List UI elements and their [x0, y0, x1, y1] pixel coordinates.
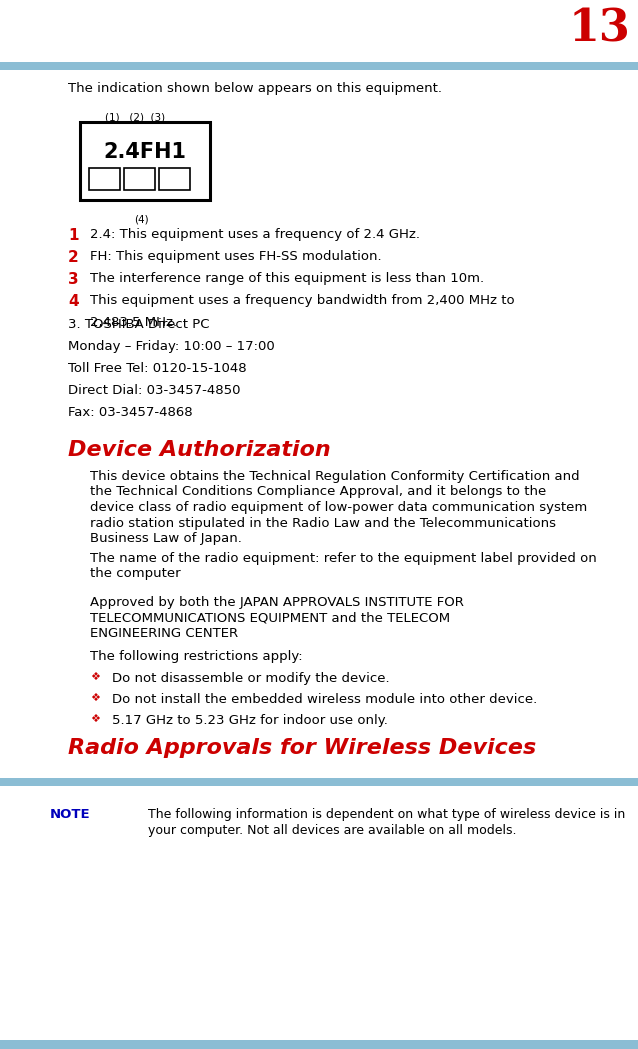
Text: the Technical Conditions Compliance Approval, and it belongs to the: the Technical Conditions Compliance Appr…: [90, 486, 546, 498]
Text: Business Law of Japan.: Business Law of Japan.: [90, 532, 242, 545]
Text: 2,483.5 MHz.: 2,483.5 MHz.: [90, 316, 177, 329]
Text: The name of the radio equipment: refer to the equipment label provided on: The name of the radio equipment: refer t…: [90, 552, 597, 565]
Text: 3. TOSHIBA Direct PC: 3. TOSHIBA Direct PC: [68, 318, 209, 331]
Text: radio station stipulated in the Radio Law and the Telecommunications: radio station stipulated in the Radio La…: [90, 516, 556, 530]
Bar: [0, 1040, 638, 1049]
Bar: [80, 122, 210, 200]
Text: ❖: ❖: [90, 672, 100, 682]
Text: TELECOMMUNICATIONS EQUIPMENT and the TELECOM: TELECOMMUNICATIONS EQUIPMENT and the TEL…: [90, 612, 450, 624]
Bar: [124, 168, 155, 190]
Text: This device obtains the Technical Regulation Conformity Certification and: This device obtains the Technical Regula…: [90, 470, 580, 483]
Text: NOTE: NOTE: [50, 808, 91, 821]
Text: The indication shown below appears on this equipment.: The indication shown below appears on th…: [68, 82, 442, 95]
Text: Do not disassemble or modify the device.: Do not disassemble or modify the device.: [112, 672, 390, 685]
Text: the computer: the computer: [90, 568, 181, 580]
Text: 13: 13: [568, 8, 630, 51]
Text: Do not install the embedded wireless module into other device.: Do not install the embedded wireless mod…: [112, 693, 537, 706]
Text: Approved by both the JAPAN APPROVALS INSTITUTE FOR: Approved by both the JAPAN APPROVALS INS…: [90, 596, 464, 609]
Text: ❖: ❖: [90, 714, 100, 724]
Text: 4: 4: [68, 294, 78, 309]
Text: 2.4FH1: 2.4FH1: [103, 142, 186, 162]
Text: Direct Dial: 03-3457-4850: Direct Dial: 03-3457-4850: [68, 384, 241, 397]
Text: This equipment uses a frequency bandwidth from 2,400 MHz to: This equipment uses a frequency bandwidt…: [90, 294, 515, 307]
Text: ❖: ❖: [90, 693, 100, 703]
Text: device class of radio equipment of low-power data communication system: device class of radio equipment of low-p…: [90, 501, 587, 514]
Text: Radio Approvals for Wireless Devices: Radio Approvals for Wireless Devices: [68, 738, 537, 758]
Text: The following information is dependent on what type of wireless device is in: The following information is dependent o…: [148, 808, 625, 821]
Bar: [89, 168, 120, 190]
Text: FH: This equipment uses FH-SS modulation.: FH: This equipment uses FH-SS modulation…: [90, 250, 382, 263]
Text: The following restrictions apply:: The following restrictions apply:: [90, 650, 302, 663]
Bar: [0, 778, 638, 786]
Text: (4): (4): [134, 215, 148, 224]
Text: Monday – Friday: 10:00 – 17:00: Monday – Friday: 10:00 – 17:00: [68, 340, 275, 354]
Text: 2.4: This equipment uses a frequency of 2.4 GHz.: 2.4: This equipment uses a frequency of …: [90, 228, 420, 241]
Text: ENGINEERING CENTER: ENGINEERING CENTER: [90, 627, 238, 640]
Text: 3: 3: [68, 272, 78, 287]
Text: The interference range of this equipment is less than 10m.: The interference range of this equipment…: [90, 272, 484, 285]
Text: 5.17 GHz to 5.23 GHz for indoor use only.: 5.17 GHz to 5.23 GHz for indoor use only…: [112, 714, 388, 727]
Text: Toll Free Tel: 0120-15-1048: Toll Free Tel: 0120-15-1048: [68, 362, 247, 374]
Text: (1)   (2)  (3): (1) (2) (3): [105, 112, 165, 122]
Bar: [159, 168, 190, 190]
Text: Device Authorization: Device Authorization: [68, 440, 330, 461]
Text: 1: 1: [68, 228, 78, 243]
Text: your computer. Not all devices are available on all models.: your computer. Not all devices are avail…: [148, 825, 517, 837]
Text: 2: 2: [68, 250, 78, 265]
Bar: [0, 62, 638, 70]
Text: Fax: 03-3457-4868: Fax: 03-3457-4868: [68, 406, 193, 419]
